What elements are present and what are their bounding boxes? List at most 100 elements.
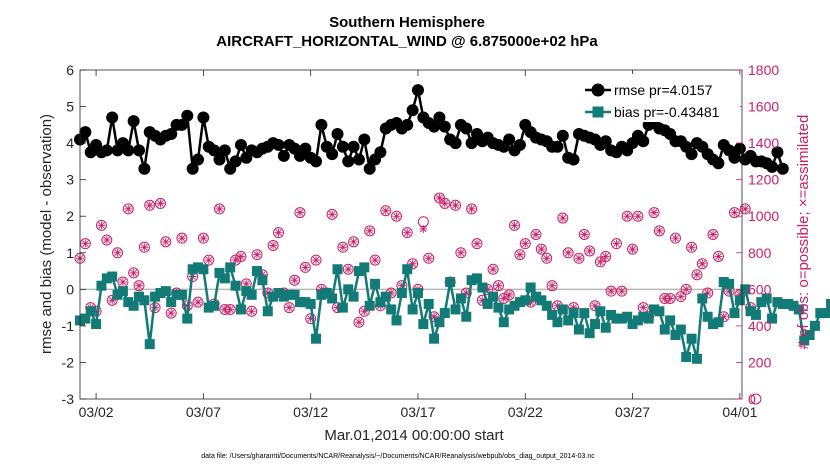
obs-assimilated-point — [639, 303, 648, 312]
rmse-point — [133, 144, 146, 157]
obs-possible-point — [455, 247, 467, 259]
rmse-point — [192, 153, 205, 166]
obs-possible-point — [691, 269, 703, 281]
obs-possible-point — [407, 258, 419, 270]
obs-possible-point — [310, 254, 322, 266]
bias-point — [643, 313, 654, 324]
rmse-point — [127, 115, 140, 128]
obs-assimilated-point — [612, 239, 621, 248]
bias-point — [461, 311, 472, 322]
obs-assimilated-point — [338, 243, 347, 252]
rmse-point — [728, 151, 741, 164]
bias-point — [246, 289, 257, 300]
obs-possible-point — [562, 247, 574, 259]
bias-point — [311, 333, 322, 344]
bias-point — [541, 300, 552, 311]
bias-point — [622, 311, 633, 322]
obs-assimilated-point — [671, 234, 680, 243]
obs-possible-point — [246, 305, 258, 317]
rmse-point — [326, 148, 339, 161]
obs-assimilated-point — [472, 239, 481, 248]
obs-possible-point — [213, 203, 225, 215]
obs-assimilated-point — [177, 234, 186, 243]
rmse-point — [310, 155, 323, 168]
obs-assimilated-point — [167, 309, 176, 318]
bias-point — [530, 291, 541, 302]
obs-possible-point — [364, 225, 376, 237]
bias-point — [788, 300, 799, 311]
bias-point — [316, 289, 327, 300]
obs-assimilated-point — [585, 246, 594, 255]
x-tick-label: 03/07 — [186, 404, 221, 420]
obs-assimilated-point — [199, 234, 208, 243]
obs-assimilated-point — [419, 225, 428, 234]
bias-point — [665, 315, 676, 326]
y-right-tick-label: 200 — [748, 354, 772, 370]
rmse-point — [229, 155, 242, 168]
bias-point — [509, 300, 520, 311]
bias-point — [80, 313, 91, 324]
bias-point — [434, 317, 445, 328]
bias-point — [772, 297, 783, 308]
legend-rmse-label: rmse pr=4.0157 — [614, 82, 713, 98]
rmse-point — [106, 111, 119, 124]
obs-possible-point — [519, 238, 531, 250]
bias-point — [150, 291, 161, 302]
rmse-point — [776, 162, 789, 175]
bias-point — [235, 304, 246, 315]
rmse-point — [551, 140, 564, 153]
bias-point — [348, 291, 359, 302]
y-tick-label: -2 — [62, 354, 75, 370]
obs-assimilated-point — [435, 193, 444, 202]
bias-point — [445, 277, 456, 288]
bias-point — [262, 306, 273, 317]
obs-possible-point — [610, 238, 622, 250]
obs-possible-point — [750, 393, 762, 405]
rmse-point — [460, 122, 473, 135]
obs-possible-point — [546, 280, 558, 292]
bias-point — [439, 308, 450, 319]
obs-assimilated-point — [542, 254, 551, 263]
obs-possible-point — [128, 267, 140, 279]
y-right-tick-label: 1000 — [748, 208, 779, 224]
y-right-tick-label: 800 — [748, 245, 772, 261]
obs-assimilated-point — [102, 235, 111, 244]
rmse-point — [433, 111, 446, 124]
bias-point — [241, 286, 252, 297]
obs-possible-point — [600, 250, 612, 262]
obs-possible-point — [487, 263, 499, 275]
obs-assimilated-point — [623, 212, 632, 221]
obs-possible-point — [471, 238, 483, 250]
obs-assimilated-point — [730, 208, 739, 217]
bias-point — [724, 278, 735, 289]
obs-assimilated-point — [403, 228, 412, 237]
y-axis-label-left: rmse and bias (model - observation) — [38, 114, 55, 354]
y-tick-label: 0 — [66, 281, 74, 297]
obs-assimilated-point — [467, 204, 476, 213]
rmse-point — [218, 144, 231, 157]
obs-possible-point — [573, 252, 585, 264]
rmse-point — [208, 144, 221, 157]
obs-possible-point — [165, 307, 177, 319]
obs-assimilated-point — [124, 204, 133, 213]
bias-point — [257, 275, 268, 286]
obs-assimilated-point — [231, 256, 240, 265]
bias-point — [123, 297, 134, 308]
obs-possible-point — [530, 229, 542, 240]
obs-assimilated-point — [156, 199, 165, 208]
bias-point — [198, 264, 209, 275]
bias-point — [418, 319, 429, 330]
bias-point — [514, 297, 525, 308]
obs-possible-point — [632, 210, 644, 222]
bias-point — [327, 293, 338, 304]
rmse-point — [277, 149, 290, 162]
bias-point — [289, 289, 300, 300]
obs-assimilated-point — [392, 212, 401, 221]
bias-point — [734, 295, 745, 306]
obs-possible-point — [203, 254, 215, 266]
obs-assimilated-point — [709, 230, 718, 239]
obs-possible-point — [192, 296, 204, 308]
obs-possible-point — [653, 225, 665, 237]
obs-assimilated-point — [521, 239, 530, 248]
obs-assimilated-point — [494, 281, 503, 290]
